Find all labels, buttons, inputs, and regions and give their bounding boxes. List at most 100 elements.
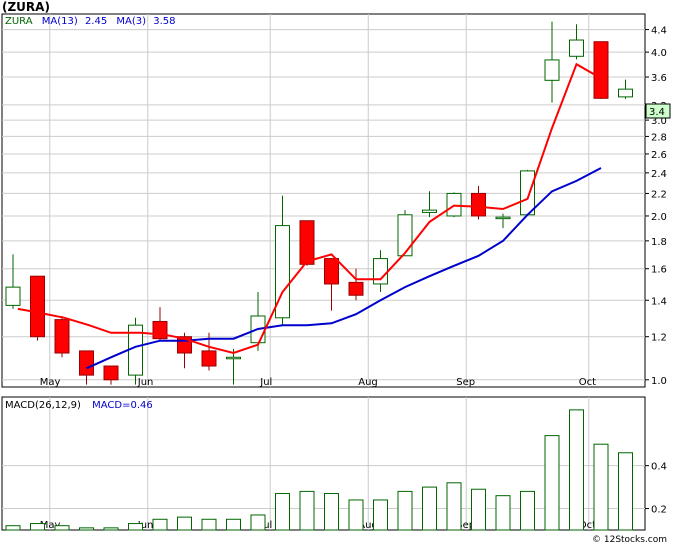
macd-bar [5,525,21,531]
price-x-tick-label: May [40,377,61,388]
macd-bar [520,490,535,531]
macd-x-tick-label: Jul [259,520,272,531]
price-x-tick-label: Aug [358,377,378,388]
macd-x-tick-label: Jun [137,520,154,531]
price-y-tick-label: 1.6 [651,265,667,276]
candle-body [54,319,70,354]
candle-body [569,39,584,57]
last-price-box [645,103,671,119]
price-y-tick-label: 4.4 [651,26,667,37]
price-y-tick-label: 2.6 [651,150,667,161]
moving-average-lines [17,62,602,370]
macd-bar-series [5,409,633,531]
candle-body [299,220,315,265]
macd-y-axis: 0.2 0.4 [645,462,667,516]
macd-bar [348,499,364,531]
price-x-tick-label: Sep [456,377,475,388]
candlestick-series [5,21,633,385]
candle-body [422,209,437,213]
price-x-tick-label: Oct [579,377,596,388]
macd-bar [569,409,584,531]
legend-ma3-label: MA(3) [116,16,146,27]
legend-symbol: ZURA [5,16,33,27]
ma13-line [86,167,602,370]
macd-x-tick-label: May [40,520,61,531]
macd-grid [2,397,645,530]
macd-bar [471,488,486,531]
macd-y-tick-label: 0.2 [651,505,667,516]
candle-body [79,350,94,376]
price-y-tick-label: 1.2 [651,333,667,344]
svg-text:ZURA MA(13) 2.45 M: ZURA MA(13) 2.45 MA(3) 3.58 [5,16,175,27]
macd-bar [446,482,462,531]
candle-body [544,59,560,81]
candle-body [348,281,364,296]
macd-bar [30,523,45,531]
chart-title: (ZURA) [2,0,50,14]
macd-bar [593,443,609,531]
macd-bar [544,435,560,531]
macd-x-tick-label: Oct [579,520,596,531]
macd-bar [299,490,315,531]
macd-bar [54,525,70,531]
macd-bar [177,516,192,531]
macd-bar [422,486,437,531]
macd-bar [79,527,94,531]
candle-body [30,275,45,338]
macd-y-tick-label: 0.4 [651,462,667,473]
macd-legend-params: MACD(26,12,9) [5,400,81,411]
price-y-tick-label: 3.6 [651,73,667,84]
price-y-tick-label: 2.8 [651,132,667,143]
macd-bar [397,490,413,531]
macd-bar [373,499,388,531]
legend-ma3-value: 3.58 [153,16,175,27]
macd-panel [1,396,646,531]
macd-x-tick-label: Sep [456,520,475,531]
price-y-tick-label: 2.2 [651,189,667,200]
macd-bar [152,518,168,531]
price-y-tick-label: 2.4 [651,169,667,180]
price-y-tick-label: 1.4 [651,296,667,307]
price-y-tick-label: 3.0 [651,116,667,127]
macd-bar [103,527,119,531]
macd-x-tick-label: Aug [358,520,378,531]
candle-body [152,320,168,340]
candle-body [618,88,633,98]
price-y-tick-label: 1.8 [651,237,667,248]
last-price-label: 3.4 [649,107,665,118]
price-grid [2,14,645,387]
price-x-tick-label: Jul [259,377,272,388]
candle-body [520,170,535,216]
candle-body [275,225,290,319]
macd-bar [128,523,143,531]
macd-bar [275,493,290,531]
candle-body [593,41,609,99]
price-y-tick-label: 2.0 [651,212,667,223]
macd-bar [618,452,633,531]
price-y-tick-label: 1.0 [651,376,667,387]
candle-body [495,216,511,220]
candle-body [5,286,21,306]
macd-bar [201,518,217,531]
credit-label: © 12Stocks.com [592,535,667,545]
price-x-tick-label: Jun [137,377,154,388]
macd-bar [495,495,511,531]
candle-body [226,356,241,360]
candle-body [471,192,486,217]
candle-body [201,350,217,367]
price-y-axis: 1.01.21.41.61.82.02.22.42.62.83.03.23.64… [645,26,667,387]
price-x-axis: May Jun Jul Aug Sep Oct [40,377,596,388]
macd-bar [324,493,339,531]
legend-ma13-label: MA(13) [42,16,78,27]
svg-text:MACD(26,12,9) MACD=0.46: MACD(26,12,9) MACD=0.46 [5,400,153,411]
candle-body [397,214,413,257]
macd-legend-value: MACD=0.46 [92,400,153,411]
candle-body [103,365,119,381]
ma3-line [17,62,602,355]
macd-bar [250,514,266,531]
candle-body [324,258,339,285]
macd-bar [226,518,241,531]
legend-ma13-value: 2.45 [85,16,107,27]
price-y-tick-label: 4.0 [651,48,667,59]
